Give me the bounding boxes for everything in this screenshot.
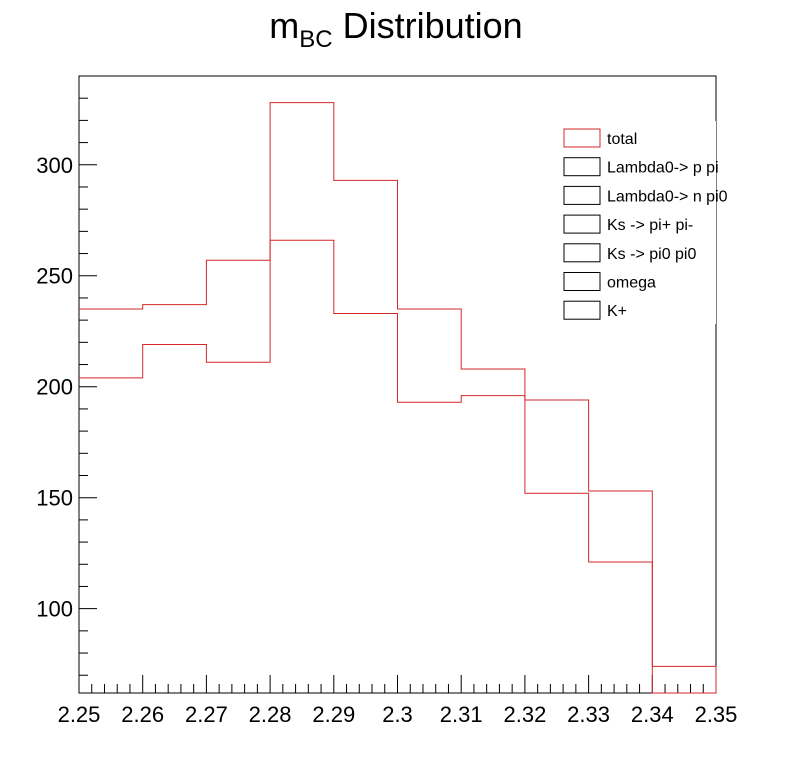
histogram-series-1: [79, 102, 717, 693]
legend-label: Ks -> pi+ pi-: [607, 217, 693, 234]
x-tick-label: 2.25: [58, 702, 101, 727]
legend-swatch: [563, 243, 601, 263]
histogram-series-2: [79, 239, 716, 694]
legend-swatch: [563, 157, 601, 177]
legend-swatch: [563, 272, 601, 291]
x-tick-label: 2.29: [312, 702, 355, 727]
y-tick-label: 100: [36, 597, 73, 622]
legend-label: Lambda0-> n pi0: [607, 188, 728, 205]
legend-label: Lambda0-> p pi: [607, 160, 719, 177]
chart-title-main: m: [269, 5, 299, 46]
legend-label: total: [607, 131, 637, 148]
legend-swatch: [563, 214, 601, 234]
x-tick-label: 2.32: [503, 702, 546, 727]
y-tick-label: 300: [36, 153, 73, 178]
legend-swatch: [563, 300, 601, 320]
x-tick-label: 2.26: [121, 702, 164, 727]
plot-area: 2.25 2.26 2.27 2.28 2.29 2.3 2.31 2.32 2.33 2.34 2…: [36, 75, 738, 727]
legend: total Lambda0-> p pi Lambda0-> n pi0 Ks -> …: [557, 121, 728, 324]
y-tick-label: 250: [36, 264, 73, 289]
legend-swatch: [563, 185, 601, 205]
chart-title: mBC Distribution: [269, 5, 522, 53]
x-tick-label: 2.34: [631, 702, 674, 727]
legend-label: K+: [607, 303, 627, 320]
x-tick-label: 2.35: [695, 702, 738, 727]
legend-label: Ks -> pi0 pi0: [607, 246, 696, 263]
x-tick-label: 2.3: [382, 702, 413, 727]
chart-title-suffix: Distribution: [333, 5, 523, 46]
x-tick-label: 2.27: [185, 702, 228, 727]
chart-title-subscript: BC: [299, 26, 332, 53]
legend-swatch: [563, 128, 601, 148]
y-tick-label: 150: [36, 486, 73, 511]
x-tick-label: 2.33: [567, 702, 610, 727]
y-tick-label: 200: [36, 375, 73, 400]
legend-label: omega: [607, 275, 656, 292]
x-tick-label: 2.28: [249, 702, 292, 727]
x-tick-label: 2.31: [440, 702, 483, 727]
